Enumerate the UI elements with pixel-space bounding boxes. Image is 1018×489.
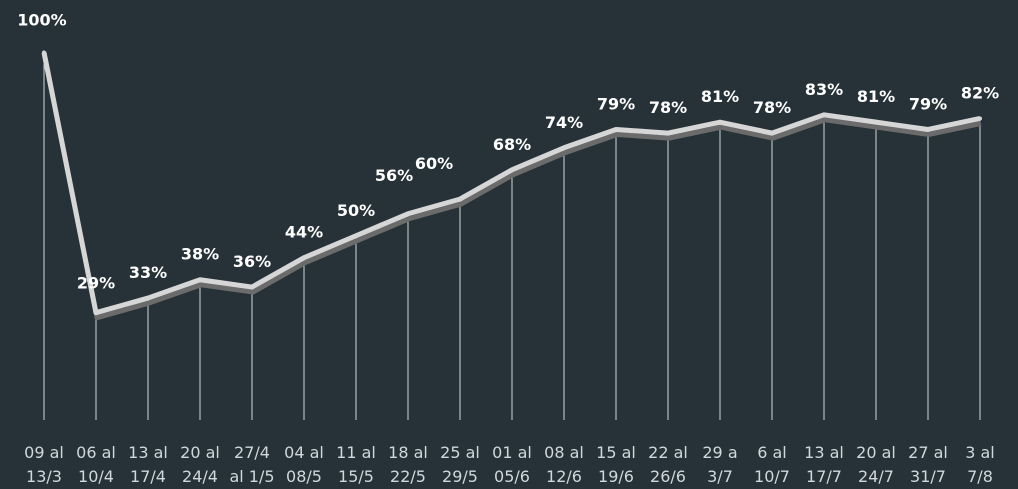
- x-tick-label-13-line-0: 29 a: [702, 443, 737, 462]
- data-label-13: 81%: [701, 87, 739, 106]
- x-tick-label-3-line-0: 20 al: [180, 443, 220, 462]
- x-tick-label-11-line-1: 19/6: [598, 467, 634, 486]
- x-tick-label-0-line-0: 09 al: [24, 443, 64, 462]
- data-point-11: [614, 127, 618, 132]
- data-point-7: [406, 211, 410, 216]
- x-tick-label-2-line-0: 13 al: [128, 443, 168, 462]
- x-tick-label-18-line-1: 7/8: [967, 467, 993, 486]
- x-tick-label-9-line-0: 01 al: [492, 443, 532, 462]
- data-point-12: [666, 131, 670, 136]
- data-label-3: 38%: [181, 245, 219, 264]
- data-point-17: [926, 127, 930, 132]
- data-label-16: 81%: [857, 87, 895, 106]
- data-point-1: [94, 310, 98, 315]
- data-label-10: 74%: [545, 113, 583, 132]
- x-tick-label-12-line-0: 22 al: [648, 443, 688, 462]
- x-tick-label-17-line-1: 31/7: [910, 467, 946, 486]
- data-label-17: 79%: [909, 94, 947, 113]
- x-tick-label-17-line-0: 27 al: [908, 443, 948, 462]
- x-tick-label-16-line-0: 20 al: [856, 443, 896, 462]
- data-point-2: [146, 296, 150, 301]
- data-point-8: [458, 197, 462, 202]
- data-point-16: [874, 120, 878, 125]
- data-label-5: 44%: [285, 223, 323, 242]
- data-point-0: [42, 50, 46, 55]
- x-tick-label-2-line-1: 17/4: [130, 467, 166, 486]
- series-group: [41, 50, 982, 321]
- x-tick-label-15-line-1: 17/7: [806, 467, 842, 486]
- x-tick-label-10-line-1: 12/6: [546, 467, 582, 486]
- data-point-15: [822, 112, 826, 117]
- data-point-5: [302, 255, 306, 260]
- x-tick-label-8-line-0: 25 al: [440, 443, 480, 462]
- x-tick-label-12-line-1: 26/6: [650, 467, 686, 486]
- data-label-14: 78%: [753, 98, 791, 117]
- x-tick-label-7-line-0: 18 al: [388, 443, 428, 462]
- data-label-12: 78%: [649, 98, 687, 117]
- data-point-18: [978, 116, 982, 121]
- series-line-shadow: [42, 57, 982, 321]
- x-tick-label-15-line-0: 13 al: [804, 443, 844, 462]
- data-label-9: 68%: [493, 135, 531, 154]
- data-label-2: 33%: [129, 263, 167, 282]
- x-tick-label-6-line-0: 11 al: [336, 443, 376, 462]
- x-tick-label-1-line-0: 06 al: [76, 443, 116, 462]
- x-tick-label-6-line-1: 15/5: [338, 467, 374, 486]
- x-tick-label-5-line-1: 08/5: [286, 467, 322, 486]
- data-point-9: [510, 167, 514, 172]
- data-point-3: [198, 277, 202, 282]
- x-tick-label-4-line-0: 27/4: [234, 443, 270, 462]
- drop-lines-group: [43, 52, 981, 420]
- data-labels-group: 100% 29% 33% 38% 36% 44% 50%56%60% 68% 74% 79% 78%…: [17, 11, 999, 293]
- x-tick-label-11-line-0: 15 al: [596, 443, 636, 462]
- data-point-10: [562, 145, 566, 150]
- x-tick-label-0-line-1: 13/3: [26, 467, 62, 486]
- x-tick-label-10-line-0: 08 al: [544, 443, 584, 462]
- data-label-11: 79%: [597, 94, 635, 113]
- x-axis-labels-group: 09 al 13/3 06 al 10/4 13 al 17/4 20 al 24/4 27/4…: [24, 443, 995, 486]
- x-tick-label-14-line-0: 6 al: [757, 443, 787, 462]
- data-point-4: [250, 285, 254, 290]
- data-label-1: 29%: [77, 274, 115, 293]
- data-point-6: [354, 233, 358, 238]
- x-tick-label-13-line-1: 3/7: [707, 467, 733, 486]
- x-tick-label-18-line-0: 3 al: [965, 443, 995, 462]
- data-label-18: 82%: [961, 83, 999, 102]
- x-tick-label-14-line-1: 10/7: [754, 467, 790, 486]
- data-label-0: 100%: [17, 11, 66, 30]
- data-label-8: 60%: [415, 154, 453, 173]
- x-tick-label-16-line-1: 24/7: [858, 467, 894, 486]
- data-label-15: 83%: [805, 80, 843, 99]
- data-label-6: 50%: [337, 201, 375, 220]
- data-point-14: [770, 131, 774, 136]
- data-label-7: 56%: [375, 166, 413, 185]
- x-tick-label-4-line-1: al 1/5: [229, 467, 274, 486]
- x-tick-label-3-line-1: 24/4: [182, 467, 218, 486]
- x-tick-label-1-line-1: 10/4: [78, 467, 114, 486]
- x-tick-label-9-line-1: 05/6: [494, 467, 530, 486]
- data-label-4: 36%: [233, 252, 271, 271]
- x-tick-label-5-line-0: 04 al: [284, 443, 324, 462]
- x-tick-label-8-line-1: 29/5: [442, 467, 478, 486]
- data-point-13: [718, 120, 722, 125]
- x-tick-label-7-line-1: 22/5: [390, 467, 426, 486]
